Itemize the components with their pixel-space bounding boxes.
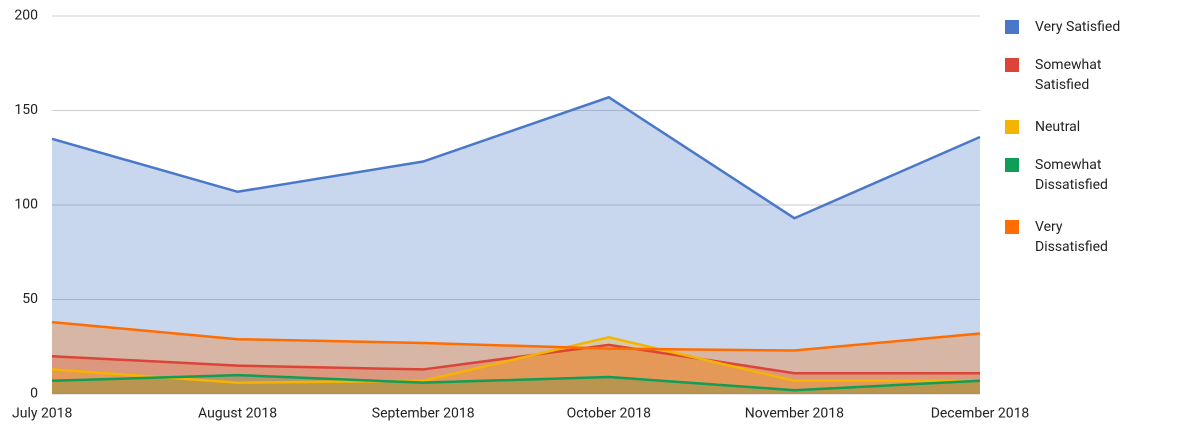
legend-swatch <box>1005 120 1019 134</box>
y-tick-label: 50 <box>22 291 38 307</box>
legend-label: Very Dissatisfied <box>1035 219 1108 255</box>
legend-label: Somewhat Satisfied <box>1035 57 1102 93</box>
x-tick-label: December 2018 <box>931 406 1030 422</box>
y-tick-label: 150 <box>14 102 38 118</box>
line <box>51 320 981 352</box>
area <box>52 337 980 394</box>
y-tick-label: 0 <box>30 386 38 402</box>
x-tick-label: September 2018 <box>372 406 475 422</box>
x-tick-label: August 2018 <box>198 406 277 422</box>
legend-swatch <box>1005 158 1019 172</box>
legend-swatch <box>1005 20 1019 34</box>
x-tick-label: November 2018 <box>745 406 844 422</box>
legend-label: Neutral <box>1035 119 1080 135</box>
legend-swatch <box>1005 220 1019 234</box>
legend-label: Very Satisfied <box>1035 19 1120 35</box>
legend-label: Somewhat Dissatisfied <box>1035 157 1108 193</box>
area <box>52 375 980 394</box>
y-tick-label: 200 <box>14 8 38 24</box>
line <box>51 373 981 392</box>
x-tick-label: July 2018 <box>12 406 73 422</box>
line <box>51 336 980 384</box>
legend-swatch <box>1005 58 1019 72</box>
x-tick-label: October 2018 <box>567 406 651 422</box>
area <box>52 97 980 395</box>
line <box>51 95 981 220</box>
line <box>51 343 980 375</box>
y-tick-label: 100 <box>14 197 38 213</box>
